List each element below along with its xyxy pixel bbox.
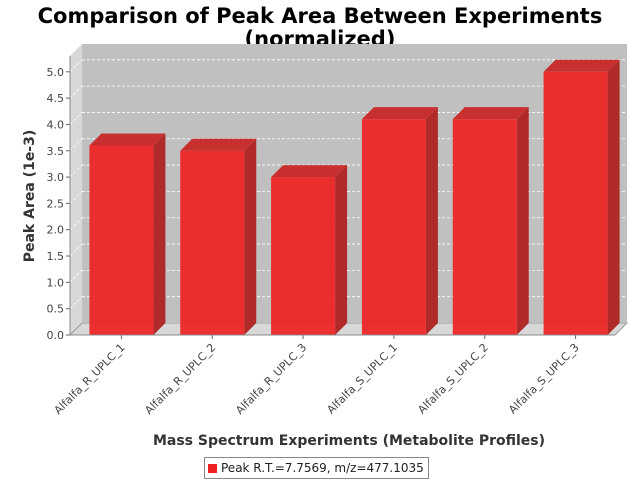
bar-top <box>452 107 529 120</box>
bar <box>271 165 348 335</box>
bar-front <box>361 119 426 335</box>
gridline-wall <box>69 164 83 178</box>
bar-front <box>89 145 154 335</box>
x-axis: Alfalfa_R_UPLC_1 Alfalfa_R_UPLC_2 Alfalfa_… <box>52 334 615 417</box>
x-tick-label: Alfalfa_S_UPLC_3 <box>506 341 582 417</box>
y-tick-label: 5.0 <box>47 66 65 79</box>
y-tick-label: 4.0 <box>47 118 65 131</box>
gridline-wall <box>69 270 83 283</box>
gridline-wall <box>69 112 83 125</box>
y-tick-label: 0.0 <box>47 329 65 342</box>
y-tick-label: 0.5 <box>47 303 65 316</box>
bar-front <box>452 119 517 335</box>
x-tick-label: Alfalfa_R_UPLC_1 <box>52 341 128 417</box>
x-axis-title: Mass Spectrum Experiments (Metabolite Pr… <box>153 433 545 449</box>
y-tick-label: 1.0 <box>47 276 65 289</box>
y-tick-label: 2.0 <box>47 224 65 237</box>
bar-top <box>543 59 620 72</box>
gridline-wall <box>69 296 83 309</box>
bar-top <box>271 165 348 178</box>
y-axis-title: Peak Area (1e-3) <box>22 130 38 263</box>
x-tick-label: Alfalfa_S_UPLC_2 <box>415 341 491 417</box>
chart-title: Comparison of Peak Area Between Experime… <box>37 4 603 28</box>
gridline-wall <box>69 138 83 152</box>
gridline-wall <box>69 85 83 99</box>
gridlines <box>69 59 627 309</box>
bar-top <box>361 107 438 120</box>
bar-side <box>516 107 529 335</box>
bar-front <box>543 71 608 335</box>
bar-side <box>244 138 257 335</box>
gridline-wall <box>69 59 83 73</box>
legend-label: Peak R.T.=7.7569, m/z=477.1035 <box>221 461 424 475</box>
legend: Peak R.T.=7.7569, m/z=477.1035 <box>204 457 429 479</box>
plot-area <box>68 44 629 336</box>
y-tick-label: 2.5 <box>47 197 65 210</box>
bar-side <box>607 59 620 336</box>
y-axis: 0.0 0.5 1.0 1.5 2.0 2.5 3.0 3.5 4.0 4.5 5.0 <box>47 56 71 342</box>
bars <box>89 59 620 336</box>
legend-swatch <box>208 463 217 473</box>
bar-front <box>180 150 245 335</box>
bar <box>543 59 620 336</box>
y-tick-label: 1.5 <box>47 250 65 263</box>
y-tick-label: 3.0 <box>47 171 65 184</box>
x-tick-label: Alfalfa_R_UPLC_2 <box>142 341 218 417</box>
bar-side <box>153 133 166 335</box>
x-tick-label: Alfalfa_S_UPLC_1 <box>324 341 400 417</box>
bar <box>180 138 257 335</box>
gridline-wall <box>69 243 83 257</box>
gridline-wall <box>69 191 83 204</box>
back-wall <box>82 44 627 323</box>
bar <box>89 133 166 335</box>
y-tick-label: 3.5 <box>47 145 65 158</box>
left-wall <box>70 44 82 335</box>
bar-side <box>425 107 438 335</box>
bar-top <box>180 138 257 151</box>
bar-side <box>335 165 348 335</box>
bar-top <box>89 133 166 146</box>
bar <box>452 107 529 335</box>
y-tick-label: 4.5 <box>47 92 65 105</box>
bar-front <box>271 177 336 335</box>
bar <box>361 107 438 335</box>
gridline-wall <box>69 217 83 230</box>
x-tick-label: Alfalfa_R_UPLC_3 <box>233 341 309 417</box>
